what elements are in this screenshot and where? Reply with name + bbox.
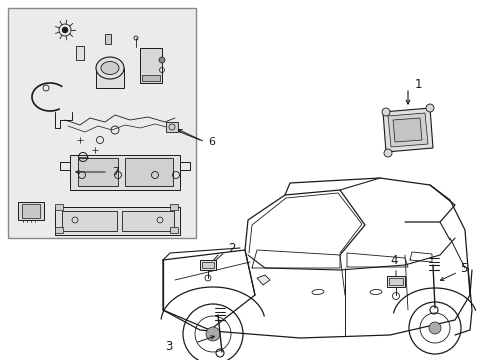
Ellipse shape	[96, 57, 124, 79]
Bar	[8, 8, 196, 238]
Text: 4: 4	[389, 253, 397, 266]
Text: 3: 3	[164, 341, 172, 354]
Text: 5: 5	[459, 261, 467, 274]
Polygon shape	[257, 275, 269, 285]
Text: 1: 1	[414, 78, 422, 91]
Polygon shape	[392, 118, 421, 142]
Bar	[386, 276, 404, 287]
Circle shape	[428, 322, 440, 334]
Ellipse shape	[101, 62, 119, 75]
Bar	[388, 278, 402, 285]
Bar	[55, 204, 63, 210]
Bar	[76, 46, 84, 60]
Bar	[170, 227, 178, 233]
Circle shape	[425, 104, 433, 112]
Bar	[96, 68, 124, 88]
Circle shape	[62, 27, 68, 33]
Polygon shape	[382, 108, 432, 152]
Bar	[140, 48, 162, 83]
Bar	[22, 204, 40, 218]
Circle shape	[205, 327, 220, 341]
Bar	[125, 158, 173, 186]
Circle shape	[383, 149, 391, 157]
Bar	[142, 75, 160, 81]
Bar	[200, 260, 216, 270]
Bar	[165, 122, 178, 132]
Bar	[105, 34, 111, 44]
Circle shape	[159, 57, 164, 63]
Bar	[170, 204, 178, 210]
Bar	[55, 207, 180, 235]
Text: 2: 2	[227, 242, 235, 255]
Circle shape	[381, 108, 389, 116]
Text: 6: 6	[207, 137, 215, 147]
Bar	[55, 227, 63, 233]
Polygon shape	[387, 113, 427, 147]
Text: 7: 7	[112, 167, 119, 177]
Bar	[122, 211, 174, 231]
Bar	[78, 158, 118, 186]
Bar	[70, 155, 180, 190]
Bar	[62, 211, 117, 231]
Bar	[18, 202, 44, 220]
Bar	[202, 262, 214, 268]
